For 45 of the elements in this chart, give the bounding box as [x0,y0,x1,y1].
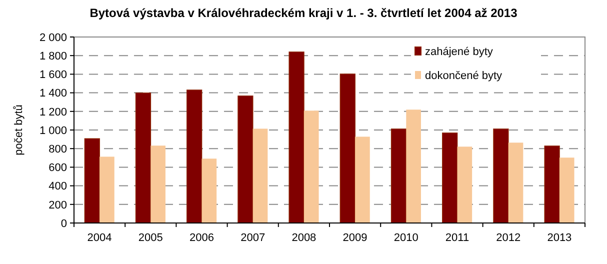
x-tick-label: 2012 [496,232,521,244]
bar [202,158,217,223]
bar [84,138,100,224]
y-tick-label: 0 [60,218,67,230]
bar [100,156,114,223]
bar [390,128,407,224]
y-tick-label: 2 000 [39,32,67,44]
y-axis-title: počet bytů [13,104,25,156]
bar [493,128,509,224]
legend-label: zahájené byty [425,46,494,58]
chart-title: Bytová výstavba v Královéhradeckém kraji v 1. - 3. čtvrtletí let 2004 až 2013 [90,6,518,20]
bar [544,146,560,224]
x-tick-label: 2007 [240,232,266,244]
x-tick-label: 2013 [547,232,572,244]
bar [238,96,254,224]
y-tick-label: 1 800 [39,50,67,62]
bar [457,146,472,223]
bar [252,128,268,223]
bar [508,142,524,223]
bar [355,136,370,223]
bar [340,74,356,224]
y-tick-label: 400 [48,180,67,193]
bar [406,110,421,223]
y-tick-label: 1 000 [39,124,67,137]
x-tick-label: 2008 [292,232,316,244]
y-tick-label: 1 600 [39,69,67,82]
x-tick-label: 2010 [394,232,418,244]
x-tick-label: 2011 [445,232,470,244]
x-tick-label: 2005 [138,232,163,244]
bar [135,92,152,224]
x-tick-label: 2006 [190,232,214,244]
y-tick-label: 200 [48,199,67,212]
bar [288,52,304,224]
y-tick-label: 1 200 [39,106,67,118]
bar [186,90,202,224]
bar [559,158,574,223]
y-tick-label: 800 [48,143,67,156]
legend-label: dokončené byty [425,70,503,82]
y-tick-label: 600 [48,162,67,174]
x-tick-label: 2009 [342,232,368,244]
bar [150,146,166,223]
x-tick-label: 2004 [87,232,112,244]
y-tick-label: 1 400 [39,88,67,100]
bar [304,110,319,223]
bar [442,132,458,224]
